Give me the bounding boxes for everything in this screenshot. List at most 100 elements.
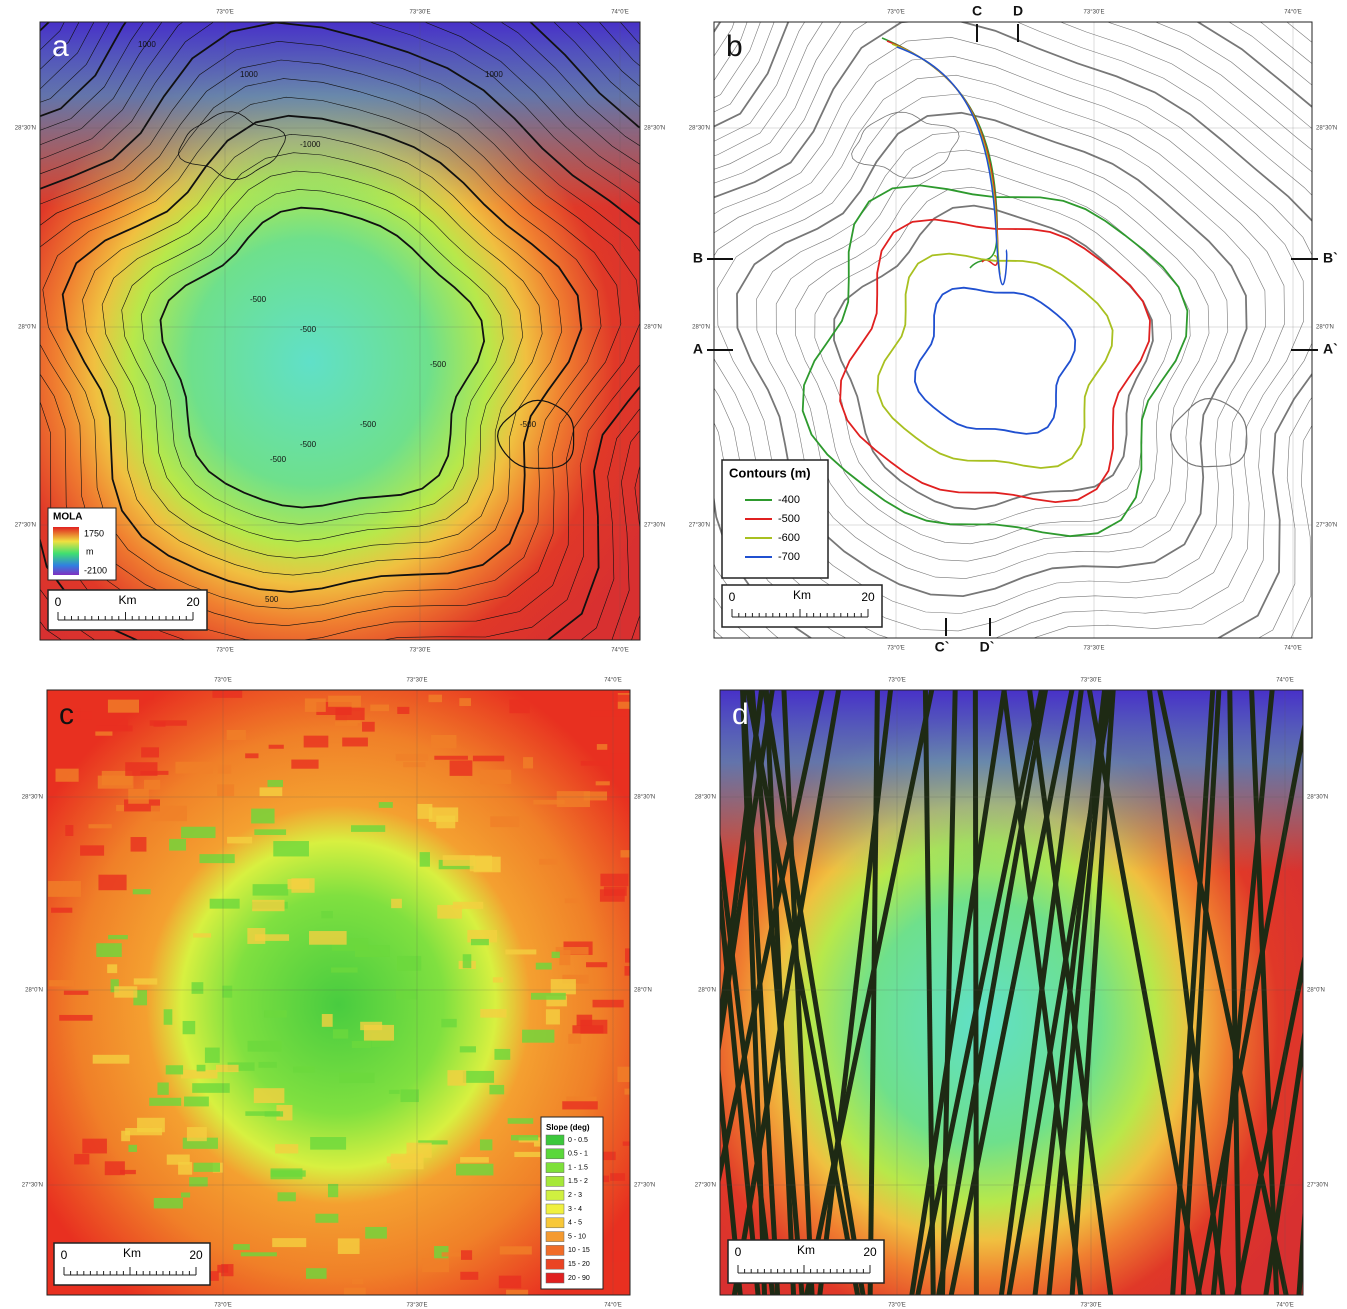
longitude-label: 73°0'E <box>214 1303 232 1309</box>
slope-patch <box>460 1157 489 1163</box>
slope-patch <box>200 854 235 863</box>
slope-patch <box>114 986 137 997</box>
slope-patch <box>623 1141 652 1145</box>
slope-patch <box>305 698 326 711</box>
slope-patch <box>241 1252 277 1256</box>
slope-patch <box>584 791 607 800</box>
legend-item: 0.5 - 1 <box>568 1151 588 1158</box>
slope-patch <box>187 1127 207 1141</box>
slope-patch <box>218 765 231 774</box>
slope-patch <box>436 816 455 829</box>
longitude-label: 73°0'E <box>214 678 232 684</box>
contour-label: -500 <box>300 325 317 334</box>
slope-patch <box>265 1111 283 1116</box>
slope-patch <box>556 947 589 955</box>
slope-patch <box>624 1089 652 1095</box>
slope-patch <box>134 978 158 984</box>
slope-patch <box>210 899 240 909</box>
legend-item: 15 - 20 <box>568 1261 590 1268</box>
slope-patch <box>154 721 166 726</box>
slope-patch <box>270 1170 305 1176</box>
slope-patch <box>400 1089 418 1102</box>
legend-item: -600 <box>778 532 800 544</box>
slope-patch <box>144 780 160 790</box>
slope-patch <box>65 825 73 836</box>
slope-patch <box>511 1135 538 1140</box>
slope-patch <box>514 1152 543 1157</box>
slope-patch <box>600 889 625 901</box>
profile-label: D` <box>980 639 995 655</box>
longitude-label: 73°30'E <box>1081 1303 1102 1309</box>
slope-patch <box>143 691 154 700</box>
longitude-label: 73°30'E <box>410 648 431 654</box>
contour-label: 1000 <box>138 40 156 49</box>
map-panel <box>579 690 1347 1295</box>
slope-patch <box>321 911 333 918</box>
legend-min: -2100 <box>84 565 107 575</box>
scale-unit: Km <box>793 588 811 602</box>
slope-patch <box>389 1090 400 1094</box>
latitude-label: 27°30'N <box>644 523 665 529</box>
slope-patch <box>80 845 104 855</box>
longitude-label: 73°30'E <box>410 10 431 16</box>
scale-start: 0 <box>61 1248 68 1262</box>
slope-patch <box>536 963 552 970</box>
altimetry-track <box>1328 690 1333 1295</box>
slope-patch <box>352 1041 371 1048</box>
latitude-label: 28°0'N <box>644 325 662 331</box>
latitude-label: 28°0'N <box>25 988 43 994</box>
slope-patch <box>181 827 215 838</box>
slope-patch <box>216 1065 239 1072</box>
slope-patch <box>197 1065 206 1072</box>
slope-patch <box>140 771 168 775</box>
altimetry-track <box>975 690 976 1295</box>
slope-patch <box>291 878 314 893</box>
slope-patch <box>596 781 610 785</box>
slope-patch <box>456 1164 493 1176</box>
latitude-label: 27°30'N <box>1316 523 1337 529</box>
slope-patch <box>56 769 79 782</box>
scale-start: 0 <box>735 1245 742 1259</box>
longitude-label: 73°30'E <box>1084 646 1105 652</box>
slope-patch <box>304 736 329 748</box>
slope-patch <box>581 761 609 766</box>
slope-patch <box>98 875 126 891</box>
figure: 73°0'E73°0'E73°30'E73°30'E74°0'E74°0'E28… <box>0 0 1347 1309</box>
legend-item: 4 - 5 <box>568 1220 582 1227</box>
profile-label: C <box>972 3 982 19</box>
scale-unit: Km <box>123 1246 141 1260</box>
slope-patch <box>227 837 252 844</box>
slope-patch <box>133 889 151 894</box>
slope-patch <box>610 695 634 702</box>
slope-patch <box>593 1000 624 1008</box>
slope-patch <box>600 874 628 886</box>
latitude-label: 27°30'N <box>1307 1183 1328 1189</box>
slope-patch <box>397 707 409 714</box>
longitude-label: 73°0'E <box>887 646 905 652</box>
slope-patch <box>565 898 580 903</box>
slope-patch <box>551 979 576 994</box>
panel-label: d <box>732 698 749 731</box>
slope-patch <box>333 1029 348 1038</box>
slope-patch <box>586 962 607 967</box>
longitude-label: 73°30'E <box>1081 678 1102 684</box>
legend-swatch <box>546 1273 564 1283</box>
slope-patch <box>339 1073 374 1083</box>
legend-item: -500 <box>778 513 800 525</box>
legend-swatch <box>546 1218 564 1228</box>
slope-patch <box>222 986 232 998</box>
slope-patch <box>306 1268 327 1279</box>
slope-patch <box>489 1085 504 1094</box>
slope-patch <box>192 982 204 994</box>
slope-patch <box>125 1128 162 1135</box>
slope-patch <box>273 841 309 856</box>
longitude-label: 74°0'E <box>604 1303 622 1309</box>
slope-patch <box>562 1101 597 1109</box>
slope-patch <box>149 1098 181 1106</box>
slope-patch <box>429 695 442 703</box>
slope-patch <box>248 1041 282 1052</box>
slope-patch <box>275 1144 298 1153</box>
legend-item: 2 - 3 <box>568 1192 582 1199</box>
slope-patch <box>450 760 473 775</box>
slope-patch <box>396 754 429 761</box>
